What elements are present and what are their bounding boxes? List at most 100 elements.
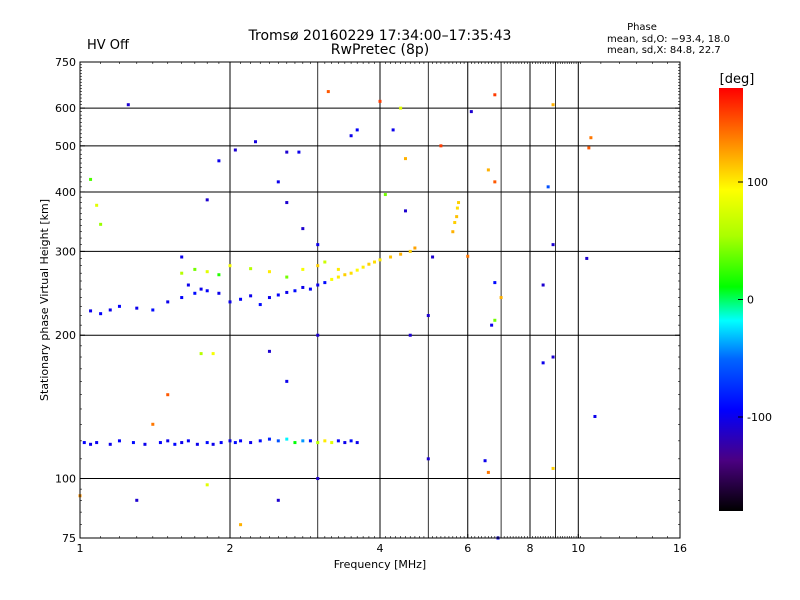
echo-point bbox=[193, 267, 197, 271]
echo-point bbox=[589, 136, 593, 140]
echo-point bbox=[293, 441, 297, 445]
echo-point bbox=[453, 221, 457, 225]
x-tick-label: 1 bbox=[77, 542, 84, 555]
echo-point bbox=[551, 355, 555, 359]
echo-point bbox=[228, 439, 232, 443]
x-tick-label: 16 bbox=[673, 542, 687, 555]
echo-point bbox=[451, 230, 455, 234]
echo-point bbox=[285, 437, 289, 441]
echo-point bbox=[326, 90, 330, 94]
echo-point bbox=[219, 441, 223, 445]
echo-point bbox=[308, 439, 312, 443]
echo-point bbox=[239, 297, 243, 301]
echo-point bbox=[249, 441, 253, 445]
echo-point bbox=[403, 157, 407, 161]
echo-point bbox=[361, 265, 365, 269]
echo-point bbox=[135, 498, 139, 502]
echo-point bbox=[166, 300, 170, 304]
echo-point bbox=[285, 379, 289, 383]
echo-point bbox=[285, 275, 289, 279]
echo-point bbox=[267, 270, 271, 274]
echo-point bbox=[117, 304, 121, 308]
echo-point bbox=[205, 289, 209, 293]
x-tick-label: 4 bbox=[377, 542, 384, 555]
phase-x-stats: mean, sd,X: 84.8, 22.7 bbox=[607, 45, 721, 56]
echo-point bbox=[466, 254, 470, 258]
echo-point bbox=[82, 441, 86, 445]
echo-point bbox=[389, 255, 393, 259]
y-tick-label: 400 bbox=[55, 186, 76, 199]
chart-subtitle: RwPretec (8p) bbox=[331, 42, 429, 58]
echo-point bbox=[99, 312, 103, 316]
echo-point bbox=[95, 203, 99, 207]
y-tick-label: 75 bbox=[62, 532, 76, 545]
echo-point bbox=[249, 267, 253, 271]
echo-point bbox=[205, 483, 209, 487]
echo-point bbox=[413, 246, 417, 250]
echo-point bbox=[551, 466, 555, 470]
echo-point bbox=[343, 441, 347, 445]
y-tick-label: 200 bbox=[55, 329, 76, 342]
echo-point bbox=[233, 441, 237, 445]
echo-point bbox=[546, 185, 550, 189]
echo-point bbox=[199, 287, 203, 291]
echo-point bbox=[297, 150, 301, 154]
echo-point bbox=[186, 283, 190, 287]
echo-point bbox=[285, 290, 289, 294]
echo-point bbox=[585, 256, 589, 260]
echo-point bbox=[336, 275, 340, 279]
echo-point bbox=[95, 441, 99, 445]
echo-point bbox=[199, 352, 203, 356]
echo-point bbox=[486, 470, 490, 474]
echo-point bbox=[308, 287, 312, 291]
echo-point bbox=[211, 442, 215, 446]
echo-point bbox=[483, 459, 487, 463]
echo-point bbox=[166, 393, 170, 397]
y-axis-ticks: 75 100 200 300 400 500 600 750 bbox=[55, 56, 680, 545]
echo-point bbox=[399, 252, 403, 256]
echo-point bbox=[541, 361, 545, 365]
echo-point bbox=[551, 243, 555, 247]
echo-point bbox=[330, 441, 334, 445]
echo-point bbox=[89, 442, 93, 446]
x-tick-label: 8 bbox=[527, 542, 534, 555]
echo-point bbox=[316, 477, 320, 481]
echo-point bbox=[267, 437, 271, 441]
echo-point bbox=[493, 93, 497, 97]
echo-point bbox=[439, 144, 443, 148]
echo-point bbox=[285, 150, 289, 154]
echo-point bbox=[367, 262, 371, 266]
echo-point bbox=[258, 303, 262, 307]
echo-point bbox=[151, 422, 155, 426]
echo-point bbox=[455, 215, 459, 219]
echo-point bbox=[205, 198, 209, 202]
echo-point bbox=[228, 300, 232, 304]
echo-point bbox=[205, 441, 209, 445]
echo-point bbox=[108, 308, 112, 312]
echo-point bbox=[301, 439, 305, 443]
echo-point bbox=[151, 308, 155, 312]
echo-point bbox=[180, 441, 184, 445]
echo-point bbox=[117, 439, 121, 443]
echo-point bbox=[378, 258, 382, 262]
x-tick-label: 2 bbox=[227, 542, 234, 555]
echo-point bbox=[323, 439, 327, 443]
y-axis-label: Stationary phase Virtual Height [km] bbox=[38, 199, 51, 401]
echo-point bbox=[493, 180, 497, 184]
echo-point bbox=[336, 439, 340, 443]
x-axis-ticks: 1 2 4 6 8 10 16 bbox=[77, 62, 687, 555]
hv-status-label: HV Off bbox=[87, 38, 130, 53]
y-tick-label: 750 bbox=[55, 56, 76, 69]
echo-point bbox=[486, 168, 490, 172]
echo-point bbox=[336, 267, 340, 271]
echo-point bbox=[301, 285, 305, 289]
echo-point bbox=[143, 442, 147, 446]
echo-point bbox=[217, 159, 221, 163]
phase-o-stats: mean, sd,O: −93.4, 18.0 bbox=[607, 34, 730, 45]
echo-point bbox=[239, 439, 243, 443]
echo-point bbox=[293, 289, 297, 293]
echo-point bbox=[431, 255, 435, 259]
echo-point bbox=[330, 277, 334, 281]
echo-point bbox=[593, 414, 597, 418]
